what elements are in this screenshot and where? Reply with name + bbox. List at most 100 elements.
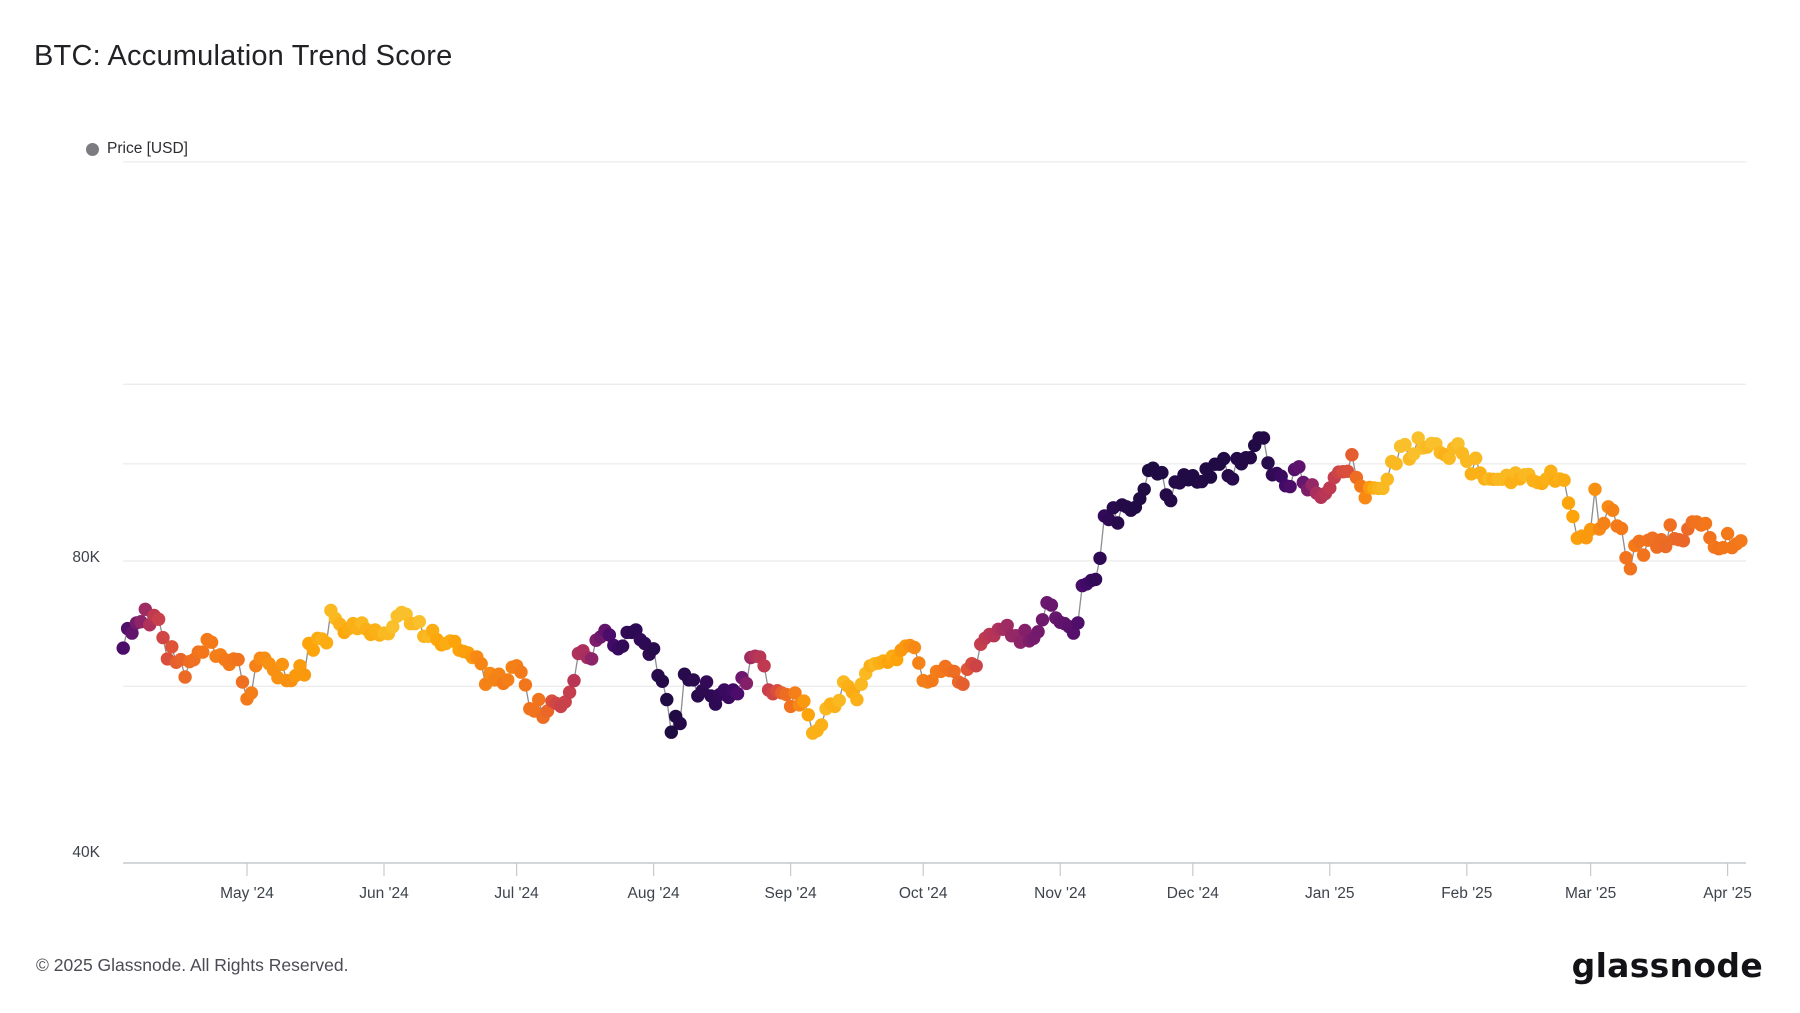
price-points <box>116 431 1748 740</box>
price-point <box>1720 526 1735 541</box>
price-point <box>1619 551 1633 565</box>
y-tick-label: 40K <box>72 844 100 861</box>
price-point <box>178 670 192 684</box>
price-point <box>1411 431 1425 445</box>
price-point <box>757 659 771 673</box>
x-tick-label: Mar '25 <box>1565 885 1616 902</box>
price-point <box>646 642 661 656</box>
price-point <box>1380 472 1395 486</box>
price-point <box>1676 534 1691 548</box>
price-point <box>801 708 815 722</box>
price-point <box>244 686 259 700</box>
price-point <box>686 673 701 687</box>
price-point <box>660 692 674 707</box>
price-point <box>1442 451 1456 465</box>
page-title: BTC: Accumulation Trend Score <box>34 40 453 72</box>
price-point <box>156 630 170 645</box>
price-point <box>204 635 219 649</box>
price-point <box>235 675 250 689</box>
price-point <box>1623 562 1638 576</box>
price-point <box>1561 496 1576 510</box>
price-point <box>1734 534 1748 548</box>
price-point <box>1044 598 1059 612</box>
price-point <box>1155 465 1169 480</box>
price-point <box>585 652 599 666</box>
price-point <box>788 686 802 700</box>
price-point <box>1389 457 1403 471</box>
x-tick-label: Dec '24 <box>1167 885 1219 902</box>
price-point <box>1588 482 1602 496</box>
price-point <box>854 677 868 691</box>
price-point <box>1066 626 1081 640</box>
price-point <box>1031 625 1045 639</box>
price-point <box>1398 437 1412 452</box>
price-point <box>1358 491 1372 505</box>
price-point <box>165 640 179 654</box>
price-point <box>1137 482 1151 496</box>
price-point <box>532 692 546 707</box>
x-tick-label: May '24 <box>220 885 274 902</box>
y-axis: 80K 40K <box>72 549 100 861</box>
price-point <box>956 677 970 691</box>
price-point <box>1663 518 1677 532</box>
y-tick-label: 80K <box>72 549 100 566</box>
price-point <box>231 652 245 667</box>
x-tick-label: Sep '24 <box>765 885 817 902</box>
price-point <box>1557 473 1571 487</box>
x-tick-label: Jun '24 <box>359 885 409 902</box>
price-point <box>739 676 754 691</box>
price-point <box>699 675 714 689</box>
price-point <box>1164 493 1178 508</box>
price-point <box>116 641 130 655</box>
price-point <box>297 668 312 682</box>
price-point <box>969 659 983 673</box>
price-point <box>1018 623 1032 638</box>
price-point <box>1225 472 1240 486</box>
price-point <box>306 643 320 657</box>
legend-item-label: Price [USD] <box>107 140 188 157</box>
glassnode-logo[interactable]: glassnode <box>1571 946 1763 985</box>
price-point <box>797 694 811 708</box>
x-tick-label: Feb '25 <box>1441 885 1492 902</box>
price-point <box>664 725 678 739</box>
price-point <box>474 657 488 671</box>
price-point <box>907 640 922 655</box>
price-point <box>1292 460 1306 474</box>
price-point <box>1093 551 1107 565</box>
price-point <box>196 645 210 659</box>
price-point <box>1256 431 1271 445</box>
price-point <box>1035 613 1050 627</box>
price-point <box>412 615 426 629</box>
legend-item-price[interactable]: Price [USD] <box>86 140 188 158</box>
price-point <box>1217 451 1231 466</box>
price-point <box>655 674 670 688</box>
legend: Price [USD] <box>86 140 188 158</box>
price-point <box>567 673 581 688</box>
x-tick-label: Nov '24 <box>1034 885 1086 902</box>
x-tick-label: Jan '25 <box>1305 885 1355 902</box>
price-point <box>1203 470 1218 484</box>
price-point <box>1469 451 1483 465</box>
price-point <box>832 693 846 708</box>
y-gridlines <box>123 161 1746 687</box>
price-point <box>1614 521 1629 536</box>
x-tick-label: Aug '24 <box>628 885 680 902</box>
price-point <box>1566 509 1580 524</box>
price-point <box>1597 516 1611 531</box>
price-point <box>947 664 961 679</box>
price-point <box>850 692 864 707</box>
x-tick-label: Jul '24 <box>494 885 539 902</box>
price-point <box>912 656 926 670</box>
price-point <box>1323 481 1337 495</box>
price-point <box>1606 503 1620 517</box>
price-point <box>1261 456 1275 470</box>
price-point <box>730 687 745 701</box>
price-point <box>319 636 334 650</box>
price-point <box>615 639 630 653</box>
price-point <box>1243 451 1258 465</box>
x-tick-label: Apr '25 <box>1703 885 1752 902</box>
price-point <box>1071 616 1085 630</box>
price-point <box>1111 516 1125 530</box>
price-point <box>518 678 533 692</box>
